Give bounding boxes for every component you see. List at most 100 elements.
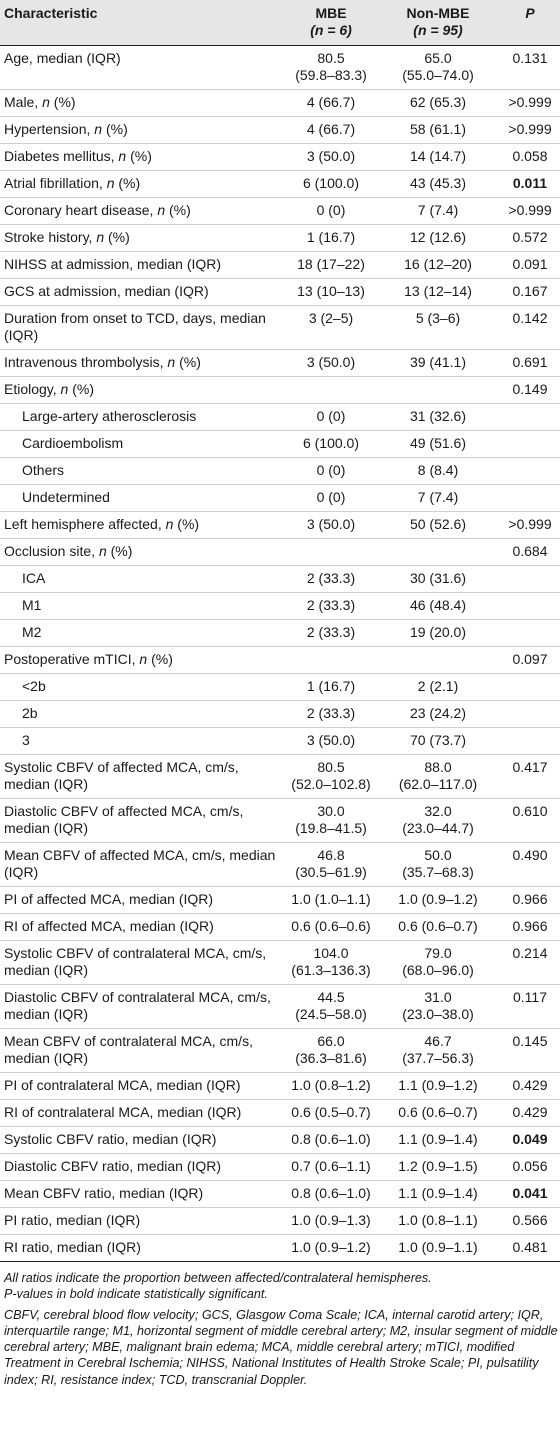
table-row: RI of contralateral MCA, median (IQR) 0.6…	[0, 1099, 560, 1127]
value-line: 3 (50.0)	[306, 516, 356, 532]
row-label: Systolic CBFV of contralateral MCA, cm/s…	[0, 940, 286, 985]
table-row: Mean CBFV ratio, median (IQR) 0.8 (0.6–1.…	[0, 1180, 560, 1208]
value-line: (36.3–81.6)	[295, 1050, 367, 1066]
p-value: 0.149	[500, 376, 560, 404]
value-line: 30 (31.6)	[409, 570, 467, 586]
mbe-value: 3 (50.0)	[286, 143, 376, 171]
mbe-value: 0 (0)	[286, 197, 376, 225]
table-row: RI ratio, median (IQR) 1.0 (0.9–1.2) 1.0 (…	[0, 1234, 560, 1262]
non-mbe-value: 46 (48.4)	[376, 592, 500, 620]
non-mbe-value: 58 (61.1)	[376, 116, 500, 144]
header-p: P	[500, 0, 560, 46]
value-line: 3 (50.0)	[306, 354, 356, 370]
value-line: 88.0	[424, 759, 452, 775]
non-mbe-value: 13 (12–14)	[376, 278, 500, 306]
p-value: 0.214	[500, 940, 560, 985]
characteristics-table: Characteristic MBE (n = 6) Non-MBE (n = …	[0, 0, 560, 1262]
table-row: 2b 2 (33.3) 23 (24.2)	[0, 700, 560, 728]
value-line: 0.6 (0.6–0.7)	[398, 918, 478, 934]
mbe-value: 1.0 (0.9–1.2)	[286, 1234, 376, 1262]
value-line: 80.5	[317, 50, 345, 66]
value-line: (52.0–102.8)	[291, 776, 371, 792]
non-mbe-value: 0.6 (0.6–0.7)	[376, 1099, 500, 1127]
mbe-value: 4 (66.7)	[286, 116, 376, 144]
p-value: 0.572	[500, 224, 560, 252]
table-row: Duration from onset to TCD, days, median…	[0, 305, 560, 350]
value-line: 43 (45.3)	[409, 175, 467, 191]
table-row: ICA 2 (33.3) 30 (31.6)	[0, 565, 560, 593]
row-label: Mean CBFV ratio, median (IQR)	[0, 1180, 286, 1208]
row-label: Diabetes mellitus, n (%)	[0, 143, 286, 171]
table-row: Intravenous thrombolysis, n (%) 3 (50.0) 3…	[0, 349, 560, 377]
table-row: Mean CBFV of affected MCA, cm/s, median …	[0, 842, 560, 887]
p-value: >0.999	[500, 511, 560, 539]
non-mbe-value: 65.0 (55.0–74.0)	[376, 45, 500, 90]
non-mbe-value: 46.7 (37.7–56.3)	[376, 1028, 500, 1073]
non-mbe-value	[376, 376, 500, 404]
p-value	[500, 403, 560, 431]
value-line: 0.6 (0.5–0.7)	[291, 1104, 371, 1120]
row-label: Undetermined	[0, 484, 286, 512]
value-line: 3 (2–5)	[308, 310, 354, 326]
non-mbe-value: 23 (24.2)	[376, 700, 500, 728]
table-row: Left hemisphere affected, n (%) 3 (50.0) 5…	[0, 511, 560, 539]
non-mbe-value: 7 (7.4)	[376, 484, 500, 512]
table-row: M1 2 (33.3) 46 (48.4)	[0, 592, 560, 620]
p-value: 0.691	[500, 349, 560, 377]
table-row: Systolic CBFV of contralateral MCA, cm/s…	[0, 940, 560, 985]
p-value: 0.429	[500, 1099, 560, 1127]
value-line: 0 (0)	[316, 408, 346, 424]
n-symbol: n	[165, 516, 174, 532]
n-symbol: n	[94, 121, 103, 137]
n-symbol: n	[106, 175, 115, 191]
row-label: Duration from onset to TCD, days, median…	[0, 305, 286, 350]
non-mbe-value: 1.0 (0.9–1.2)	[376, 886, 500, 914]
row-label: Stroke history, n (%)	[0, 224, 286, 252]
value-line: 0.6 (0.6–0.7)	[398, 1104, 478, 1120]
header-mbe-title: MBE	[315, 5, 347, 21]
value-line: 104.0	[313, 945, 349, 961]
p-value	[500, 727, 560, 755]
value-line: (35.7–68.3)	[402, 864, 474, 880]
value-line: 66.0	[317, 1033, 345, 1049]
value-line: 46 (48.4)	[409, 597, 467, 613]
p-value: 0.056	[500, 1153, 560, 1181]
table-row: Diabetes mellitus, n (%) 3 (50.0) 14 (14.7…	[0, 143, 560, 171]
row-label: Others	[0, 457, 286, 485]
table-row: Etiology, n (%) 0.149	[0, 376, 560, 404]
row-label: Mean CBFV of contralateral MCA, cm/s, me…	[0, 1028, 286, 1073]
table-row: M2 2 (33.3) 19 (20.0)	[0, 619, 560, 647]
value-line: 80.5	[317, 759, 345, 775]
value-line: (19.8–41.5)	[295, 820, 367, 836]
p-value: 0.131	[500, 45, 560, 90]
table-row: PI of affected MCA, median (IQR) 1.0 (1.0…	[0, 886, 560, 914]
value-line: 46.8	[317, 847, 345, 863]
p-value	[500, 565, 560, 593]
p-value	[500, 619, 560, 647]
table-row: Male, n (%) 4 (66.7) 62 (65.3) >0.999	[0, 89, 560, 117]
mbe-value: 1 (16.7)	[286, 224, 376, 252]
table-row: Occlusion site, n (%) 0.684	[0, 538, 560, 566]
footnote-significance: P-values in bold indicate statistically …	[4, 1287, 268, 1302]
non-mbe-value: 19 (20.0)	[376, 619, 500, 647]
row-label: PI ratio, median (IQR)	[0, 1207, 286, 1235]
value-line: 31.0	[424, 989, 452, 1005]
value-line: 23 (24.2)	[409, 705, 467, 721]
mbe-value: 2 (33.3)	[286, 592, 376, 620]
p-value: 0.145	[500, 1028, 560, 1073]
row-label: PI of contralateral MCA, median (IQR)	[0, 1072, 286, 1100]
mbe-value: 46.8 (30.5–61.9)	[286, 842, 376, 887]
row-label: RI of contralateral MCA, median (IQR)	[0, 1099, 286, 1127]
value-line: (62.0–117.0)	[398, 776, 478, 792]
p-value	[500, 700, 560, 728]
non-mbe-value: 0.6 (0.6–0.7)	[376, 913, 500, 941]
mbe-value: 1.0 (0.9–1.3)	[286, 1207, 376, 1235]
value-line: 1.1 (0.9–1.4)	[398, 1185, 478, 1201]
header-mbe-n: (n = 6)	[310, 22, 352, 38]
p-value	[500, 673, 560, 701]
mbe-value: 0.7 (0.6–1.1)	[286, 1153, 376, 1181]
value-line: 0.6 (0.6–0.6)	[291, 918, 371, 934]
header-non-mbe: Non-MBE (n = 95)	[376, 0, 500, 46]
row-label: Diastolic CBFV of affected MCA, cm/s, me…	[0, 798, 286, 843]
row-label: Diastolic CBFV of contralateral MCA, cm/…	[0, 984, 286, 1029]
